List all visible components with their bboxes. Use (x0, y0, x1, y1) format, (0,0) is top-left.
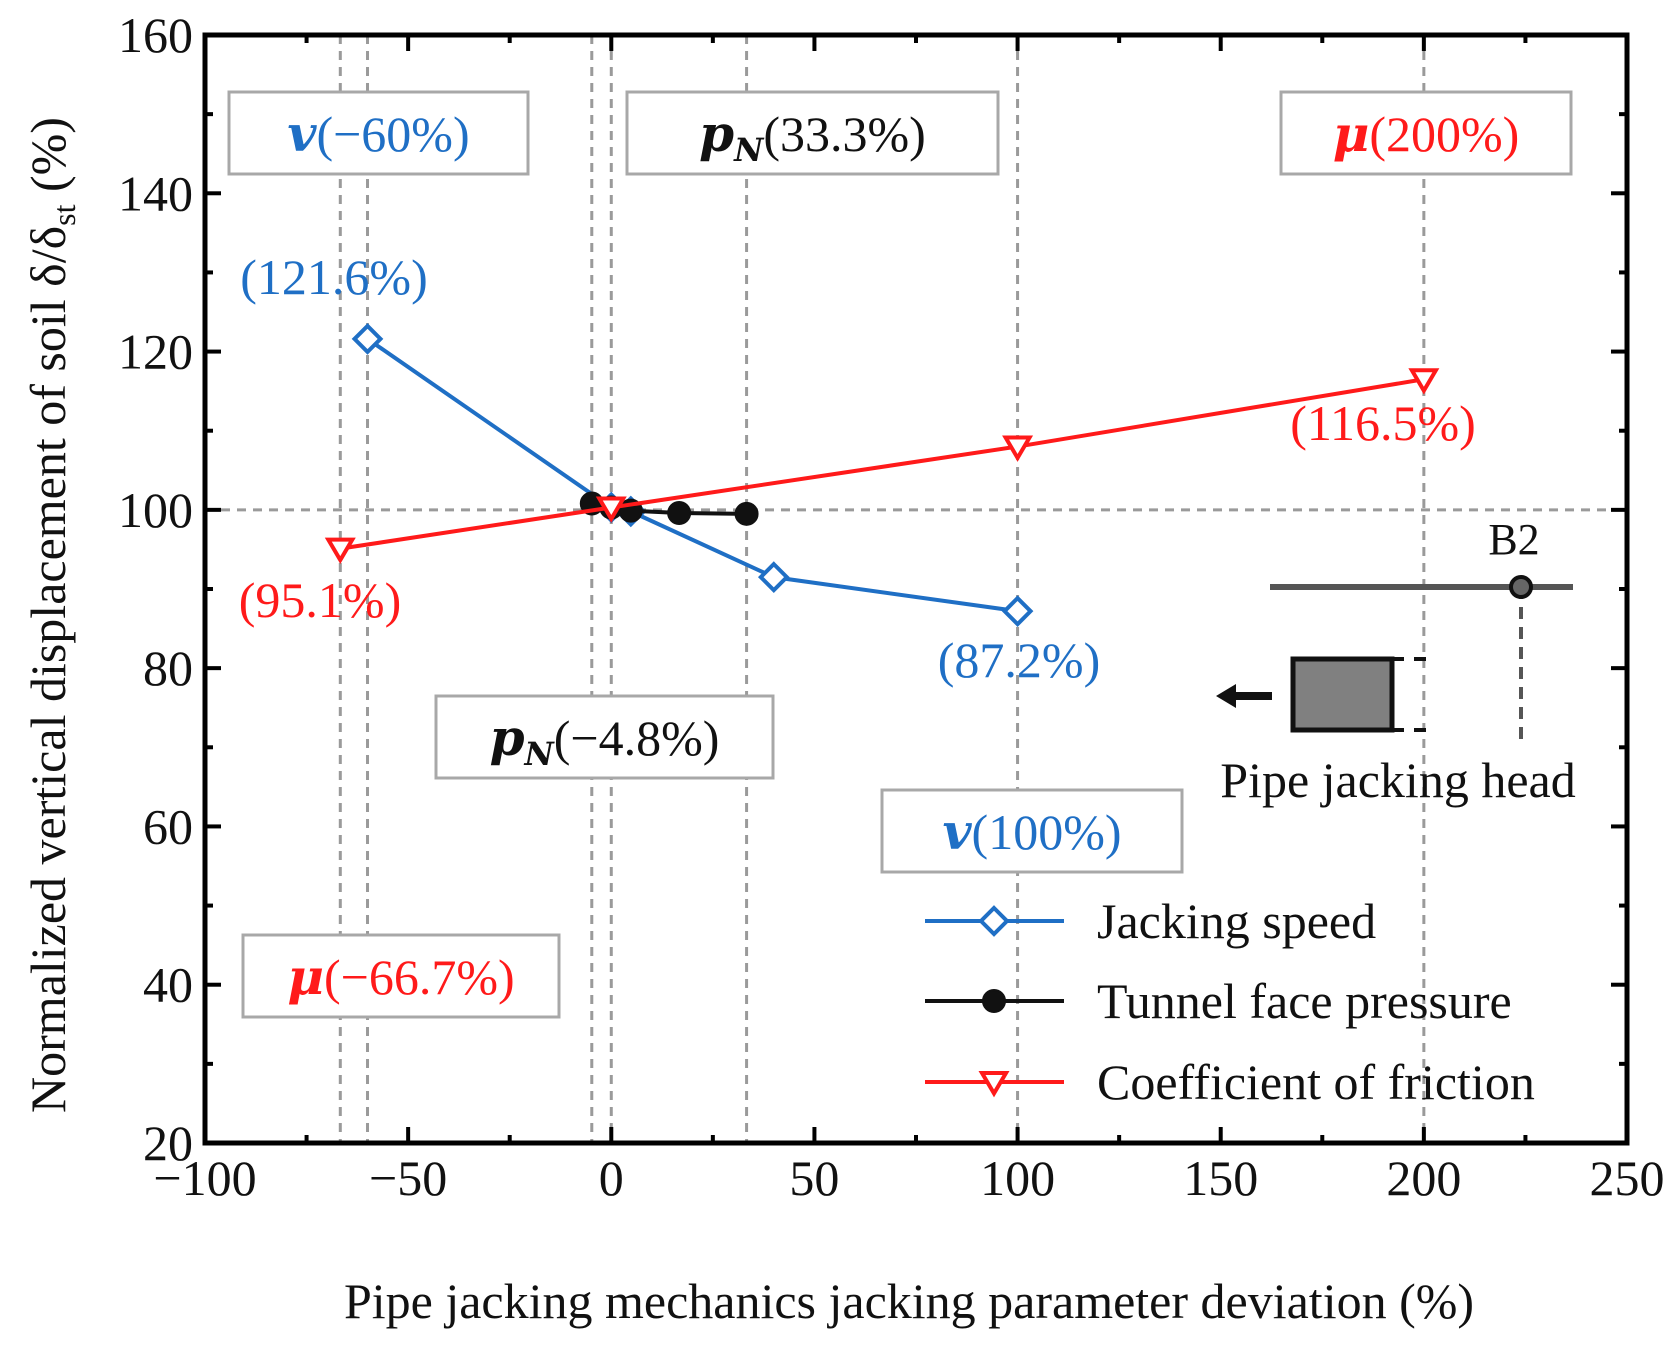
axes: −100 −50 0 50 100 150 200 250 20 40 60 80 100 120 140 1… (118, 7, 1665, 1206)
series-friction (324, 368, 1440, 564)
legend-item-friction: Coefficient of friction (925, 1054, 1535, 1110)
value-label-1: (87.2%) (938, 632, 1100, 688)
annotation-box-5: μ(−66.7%) (241, 933, 561, 1019)
x-axis-title: Pipe jacking mechanics jacking parameter… (344, 1273, 1474, 1329)
annotation-box-label: v(−60%) (287, 104, 469, 163)
legend-item-speed: Jacking speed (925, 893, 1376, 949)
annotation-box-label: v(100%) (942, 802, 1121, 861)
inset-b2-point (1509, 575, 1533, 599)
pipe-jacking-inset: B2 Pipe jacking head (1216, 515, 1576, 808)
y-axis-title: Normalized vertical displacement of soil… (20, 117, 82, 1113)
legend-swatch-marker-speed (978, 905, 1010, 937)
annotation-box-label: pN(−4.8%) (490, 708, 720, 773)
annotation-box-frame (1279, 90, 1573, 176)
point-friction-3 (1408, 368, 1440, 395)
point-speed-3 (757, 561, 790, 593)
series-speed (351, 323, 1034, 627)
annotation-box-4: v(100%) (880, 788, 1184, 874)
point-pressure-3 (667, 501, 692, 526)
point-speed-4 (1001, 595, 1034, 627)
x-tick-label-0: −100 (153, 1150, 256, 1206)
y-tick-label-5: 120 (118, 324, 193, 380)
annotation-box-frame (625, 90, 1000, 176)
inset-jacking-head (1290, 656, 1395, 733)
annotation-box-label: pN(33.3%) (699, 104, 926, 169)
y-tick-label-2: 60 (143, 798, 193, 854)
legend-swatch-marker-pressure (982, 989, 1006, 1013)
inset-caption: Pipe jacking head (1220, 752, 1575, 808)
legend: Jacking speed Tunnel face pressure Coeffic… (925, 893, 1535, 1110)
series-group (324, 323, 1440, 627)
annotation-box-label: μ(−66.7%) (287, 947, 514, 1006)
x-tick-label-5: 150 (1183, 1150, 1258, 1206)
inset-b2-label: B2 (1488, 515, 1539, 564)
annotation-box-frame (227, 90, 530, 176)
y-tick-label-7: 160 (118, 7, 193, 63)
annotation-box-label: μ(200%) (1333, 104, 1520, 163)
annotation-box-frame (880, 788, 1184, 874)
annotation-boxes: v(−60%) pN(33.3%) μ(200%) pN(−4.8%) v(100%) μ… (227, 90, 1573, 1019)
y-tick-label-1: 40 (143, 957, 193, 1013)
annotation-box-2: μ(200%) (1279, 90, 1573, 176)
y-tick-label-6: 140 (118, 165, 193, 221)
point-speed-0 (351, 323, 384, 355)
x-tick-label-3: 50 (789, 1150, 839, 1206)
legend-label-friction: Coefficient of friction (1097, 1054, 1535, 1110)
point-friction-2 (1002, 435, 1034, 462)
annotation-box-frame (241, 933, 561, 1019)
y-tick-label-3: 80 (143, 640, 193, 696)
value-label-3: (95.1%) (239, 572, 401, 628)
legend-label-speed: Jacking speed (1097, 893, 1376, 949)
x-tick-label-6: 200 (1386, 1150, 1461, 1206)
y-tick-label-4: 100 (118, 482, 193, 538)
inset-arrow-icon (1216, 684, 1272, 708)
x-tick-label-7: 250 (1590, 1150, 1665, 1206)
series-line-speed (366, 337, 1018, 614)
value-label-2: (116.5%) (1290, 395, 1476, 451)
annotation-box-1: pN(33.3%) (625, 90, 1000, 176)
value-label-0: (121.6%) (240, 249, 427, 305)
annotation-box-3: pN(−4.8%) (434, 694, 775, 780)
point-pressure-4 (734, 501, 759, 526)
x-tick-label-1: −50 (369, 1150, 447, 1206)
value-labels: (121.6%) (87.2%) (116.5%) (95.1%) (239, 249, 1476, 688)
x-tick-label-2: 0 (599, 1150, 624, 1206)
guide-lines (205, 35, 1627, 1143)
legend-swatch-marker-friction (978, 1071, 1010, 1098)
point-friction-1 (595, 496, 627, 523)
x-tick-label-4: 100 (980, 1150, 1055, 1206)
point-friction-0 (324, 537, 356, 564)
annotation-box-frame (434, 694, 775, 780)
series-line-friction (339, 377, 1425, 551)
y-tick-label-0: 20 (143, 1115, 193, 1171)
legend-item-pressure: Tunnel face pressure (925, 973, 1512, 1029)
legend-label-pressure: Tunnel face pressure (1097, 973, 1512, 1029)
annotation-box-0: v(−60%) (227, 90, 530, 176)
